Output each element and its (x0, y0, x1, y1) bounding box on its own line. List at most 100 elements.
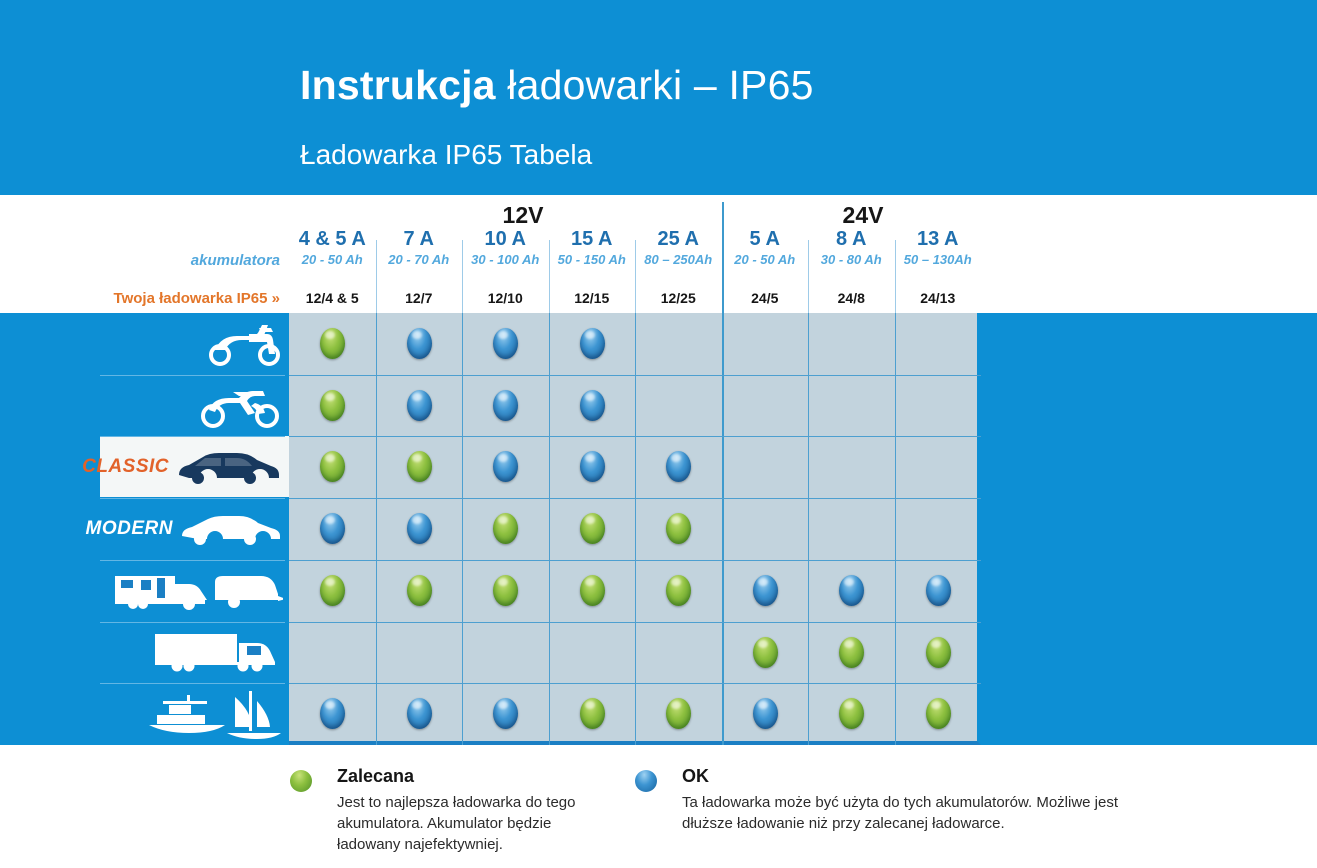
group-header-12v: 12V (502, 202, 544, 228)
ok-dot (752, 698, 778, 729)
matrix-column-line (635, 313, 636, 745)
matrix-cell (808, 375, 894, 436)
matrix-cell (635, 313, 721, 374)
header-column-separator (635, 240, 636, 313)
matrix-cell (722, 622, 808, 683)
matrix-cell (462, 375, 548, 436)
motorcycle-icon (197, 383, 283, 429)
header-column-separator (375, 240, 377, 313)
column-capacity: 30 - 100 Ah (471, 252, 540, 267)
ok-dot (492, 390, 518, 421)
matrix-cell (722, 375, 808, 436)
column-header-24-5: 5 A 20 - 50 Ah 24/5 (721, 228, 809, 306)
matrix-cell (289, 622, 375, 683)
matrix-cell (808, 436, 894, 497)
column-amps: 25 A (657, 228, 699, 250)
classic-car-icon (175, 449, 283, 485)
matrix-cell (895, 560, 981, 621)
matrix-cell (462, 436, 548, 497)
matrix-cell (462, 683, 548, 744)
vehicle-row-labels: CLASSIC MODERN (82, 313, 289, 745)
matrix-cell (289, 313, 375, 374)
legend-body-line: Ta ładowarka może być użyta do tych akum… (682, 794, 1119, 811)
column-capacity: 20 - 70 Ah (388, 252, 450, 267)
header-column-separator (808, 240, 809, 313)
vehicle-row-separator (100, 622, 285, 623)
vehicle-row-truck (100, 622, 289, 683)
matrix-cell (635, 560, 721, 621)
matrix-column-line (895, 313, 896, 745)
matrix-column-line (808, 313, 809, 745)
vehicle-row-separator (100, 683, 285, 684)
row-label-your-charger: Twoja ładowarka IP65 » (113, 290, 280, 307)
vehicle-row-label: MODERN (85, 517, 173, 539)
camper-caravan-icon (111, 570, 283, 612)
matrix-cell (808, 498, 894, 559)
matrix-column-line (549, 313, 550, 745)
boat-sailboat-icon (143, 689, 283, 739)
matrix-cell (376, 560, 462, 621)
ok-dot (579, 451, 605, 482)
column-amps: 8 A (836, 228, 867, 250)
matrix-row-line (289, 683, 981, 684)
matrix-cell (462, 313, 548, 374)
matrix-cell (635, 375, 721, 436)
matrix-cell (376, 498, 462, 559)
header-column-separator (548, 240, 550, 313)
column-model: 12/15 (574, 290, 610, 306)
legend-blue-body: Ta ładowarka może być użyta do tych akum… (682, 792, 1118, 834)
matrix-cell (376, 436, 462, 497)
matrix-row-line (289, 436, 981, 437)
matrix-cell (549, 498, 635, 559)
recommended-dot (579, 513, 605, 544)
column-model: 24/5 (751, 290, 779, 306)
column-amps: 15 A (570, 228, 613, 250)
recommended-dot (925, 637, 951, 668)
matrix-cell (549, 622, 635, 683)
column-amps: 7 A (403, 228, 434, 250)
recommended-dot (579, 698, 605, 729)
matrix-row-line (289, 498, 981, 499)
matrix-cell (895, 683, 981, 744)
matrix-cell (635, 622, 721, 683)
page-title: Instrukcja ładowarki – IP65 (300, 62, 814, 109)
ok-dot (925, 575, 951, 606)
ok-dot (752, 575, 778, 606)
recommended-dot (319, 328, 345, 359)
ok-dot (492, 698, 518, 729)
matrix-row-line (289, 375, 981, 376)
group-separator (721, 202, 724, 313)
recommended-dot (665, 513, 691, 544)
column-amps: 10 A (484, 228, 526, 250)
ok-dot (406, 513, 432, 544)
matrix-cell (289, 560, 375, 621)
header-column-separator (462, 240, 463, 313)
column-header-12-15: 15 A 50 - 150 Ah 12/15 (548, 228, 636, 306)
recommended-dot (838, 698, 864, 729)
matrix-cell (808, 560, 894, 621)
column-capacity: 20 - 50 Ah (734, 252, 796, 267)
matrix-cell (722, 313, 808, 374)
matrix-cell (895, 622, 981, 683)
ok-dot (579, 328, 605, 359)
page-title-bold: Instrukcja (300, 62, 496, 108)
matrix-column-line (376, 313, 377, 745)
matrix-cell (289, 498, 375, 559)
legend-band (0, 745, 1317, 868)
column-model: 12/25 (660, 290, 696, 306)
matrix-cell (376, 313, 462, 374)
ok-dot (406, 698, 432, 729)
column-capacity: 50 – 130Ah (903, 252, 972, 267)
matrix-cell (635, 498, 721, 559)
matrix-cell (808, 622, 894, 683)
legend-body-line: akumulatora. Akumulator będzie (337, 815, 552, 832)
column-amps: 4 & 5 A (298, 228, 366, 250)
recommended-dot (319, 575, 345, 606)
page-title-rest: ładowarki – IP65 (495, 62, 814, 108)
page-subtitle: Ładowarka IP65 Tabela (300, 139, 593, 170)
recommended-dot (925, 698, 951, 729)
recommended-dot (579, 575, 605, 606)
matrix-cell (462, 560, 548, 621)
legend-blue-dot (635, 770, 657, 792)
vehicle-row-separator (100, 560, 285, 561)
